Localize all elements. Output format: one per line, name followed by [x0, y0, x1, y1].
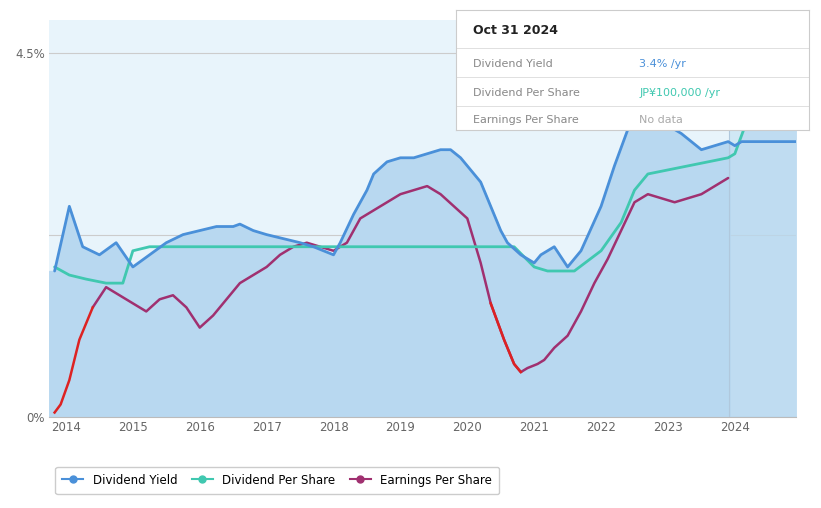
Bar	[730, 20, 796, 417]
Text: No data: No data	[640, 115, 683, 125]
Text: Earnings Per Share: Earnings Per Share	[474, 115, 579, 125]
Legend: Dividend Yield, Dividend Per Share, Earnings Per Share: Dividend Yield, Dividend Per Share, Earn…	[55, 467, 499, 494]
Text: 3.4% /yr: 3.4% /yr	[640, 59, 686, 69]
Text: Oct 31 2024: Oct 31 2024	[474, 24, 558, 37]
Text: Dividend Yield: Dividend Yield	[474, 59, 553, 69]
Text: JP¥100,000 /yr: JP¥100,000 /yr	[640, 87, 720, 98]
Text: Dividend Per Share: Dividend Per Share	[474, 87, 580, 98]
Text: Past: Past	[732, 69, 756, 82]
